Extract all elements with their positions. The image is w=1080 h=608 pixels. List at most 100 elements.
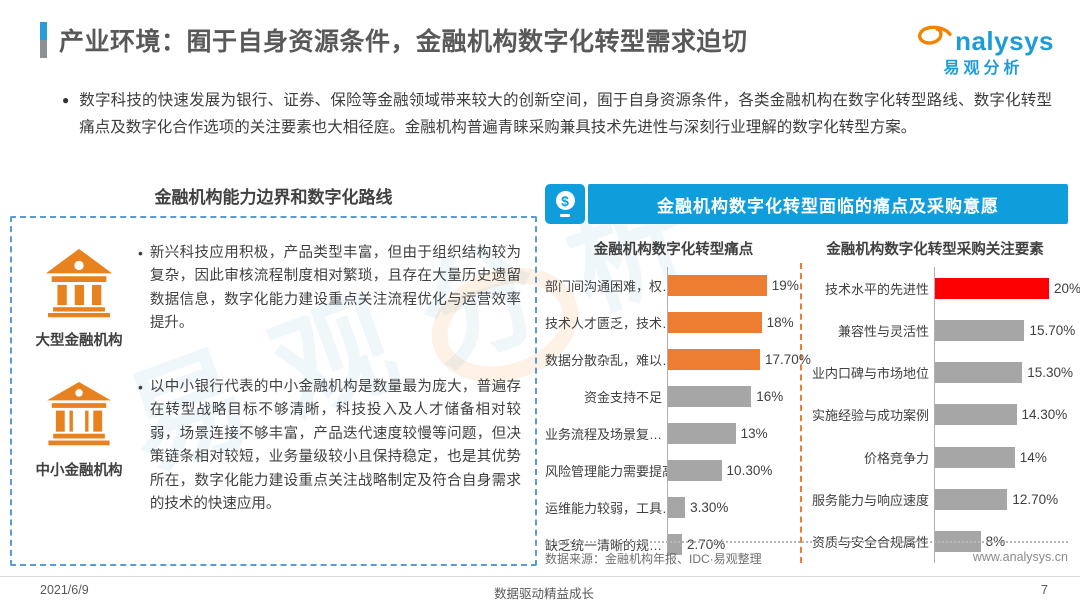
left-panel-box: 大型金融机构 • 新兴科技应用积极，产品类型丰富，但由于组织结构较为复杂，因此审…	[10, 216, 537, 566]
chart-title-painpoints: 金融机构数字化转型痛点	[593, 242, 754, 258]
bar-track: 15.70%	[934, 309, 1076, 352]
page-number: 7	[1041, 583, 1048, 597]
bar-value: 15.30%	[1027, 365, 1073, 381]
bar	[935, 489, 1008, 511]
bar-value: 18%	[766, 315, 794, 330]
bar-row: 数据分散杂乱，难以… 17.70%	[545, 341, 811, 378]
title-accent-bar	[40, 22, 47, 58]
chart-title-purchase-factors: 金融机构数字化转型采购关注要素	[826, 242, 1044, 258]
bar-track: 18%	[667, 304, 798, 341]
analysys-swirl-icon	[913, 24, 955, 58]
bar-row: 服务能力与响应速度 12.70%	[808, 478, 1066, 521]
bar-value: 12.70%	[1012, 492, 1059, 508]
bar	[668, 497, 686, 518]
bar-value: 10.30%	[726, 463, 773, 478]
institution-description: • 新兴科技应用积极，产品类型丰富，但由于组织结构较为复杂，因此审核流程制度相对…	[130, 242, 521, 336]
bar-value: 15.70%	[1029, 322, 1076, 338]
bullet-icon: •	[138, 245, 143, 261]
bar-track: 20%	[934, 267, 1080, 310]
header: 产业环境：囿于自身资源条件，金融机构数字化转型需求迫切 nalysys 易观分析	[40, 22, 1054, 77]
bar	[935, 319, 1025, 341]
institution-row-small: 中小金融机构 • 以中小银行代表的中小金融机构是数量最为庞大，普遍存在转型战略目…	[28, 376, 522, 517]
bar-track: 19%	[667, 267, 799, 304]
charts-area: 金融机构数字化转型痛点 金融机构数字化转型采购关注要素 部门间沟通困难，权… 19…	[545, 232, 1080, 563]
logo-brand-cn: 易观分析	[943, 60, 1024, 77]
bar-value: 13%	[740, 426, 768, 441]
bar-track: 12.70%	[934, 478, 1066, 521]
bar-track: 14%	[934, 436, 1066, 479]
bar-row: 运维能力较弱，工具… 3.30%	[545, 489, 798, 526]
bar-row: 价格竞争力 14%	[808, 436, 1066, 479]
footer: 数据驱动精益成长 2021/6/9 7	[40, 583, 1048, 601]
institution-label: 大型金融机构	[35, 333, 123, 349]
footer-divider	[0, 576, 1080, 577]
bar-value: 3.30%	[690, 500, 729, 515]
bar-row: 兼容性与灵活性 15.70%	[808, 309, 1075, 352]
page-title: 产业环境：囿于自身资源条件，金融机构数字化转型需求迫切	[59, 28, 748, 56]
bar-row: 实施经验与成功案例 14.30%	[808, 393, 1068, 437]
intro-text: 数字科技的快速发展为银行、证券、保险等金融领域带来较大的创新空间，囿于自身资源条…	[79, 92, 1052, 136]
institution-label: 中小金融机构	[35, 463, 123, 479]
bar-value: 16%	[756, 389, 784, 404]
footer-slogan: 数据驱动精益成长	[493, 587, 594, 601]
painpoints-bar-chart: 部门间沟通困难，权… 19% 技术人才匮乏，技术… 18% 数据分散杂乱，难以… 17.7…	[545, 263, 811, 563]
bar-value: 17.70%	[765, 352, 811, 367]
purchase-factors-bar-chart: 技术水平的先进性 20% 兼容性与灵活性 15.70% 业内口碑与市场地位 15.30% 实…	[802, 263, 1080, 563]
bank-large-icon	[42, 248, 116, 322]
bar-row: 资金支持不足 16%	[545, 378, 798, 415]
bar	[668, 312, 762, 333]
bar-value: 14.30%	[1021, 407, 1068, 423]
bar-category-label: 实施经验与成功案例	[811, 408, 929, 424]
bar-category-label: 技术人才匮乏，技术…	[545, 316, 667, 331]
bar-category-label: 运维能力较弱，工具…	[545, 501, 667, 516]
bar-track: 14.30%	[934, 393, 1068, 437]
bar	[935, 404, 1017, 426]
mobile-payment-icon: $	[545, 184, 585, 224]
dollar-icon: $	[555, 191, 575, 210]
bar	[668, 349, 761, 370]
institution-row-large: 大型金融机构 • 新兴科技应用积极，产品类型丰富，但由于组织结构较为复杂，因此审…	[28, 242, 522, 350]
bar-category-label: 业务流程及场景复…	[545, 427, 663, 442]
right-panel-title: 金融机构数字化转型面临的痛点及采购意愿	[588, 184, 1068, 224]
website-link[interactable]: www.analysys.cn	[972, 550, 1068, 564]
bar-category-label: 风险管理能力需要提高	[545, 464, 667, 479]
bar-track: 13%	[667, 415, 798, 452]
source-row: 数据来源：金融机构年报、IDC·易观整理 www.analysys.cn	[545, 541, 1068, 567]
institution-description: • 以中小银行代表的中小金融机构是数量最为庞大，普遍存在转型战略目标不够清晰，科…	[130, 376, 521, 517]
left-panel-title: 金融机构能力边界和数字化路线	[154, 188, 393, 207]
bar	[668, 423, 736, 444]
intro-paragraph: ● 数字科技的快速发展为银行、证券、保险等金融领域带来较大的创新空间，囿于自身资…	[62, 88, 1052, 141]
title-block: 产业环境：囿于自身资源条件，金融机构数字化转型需求迫切	[40, 22, 748, 58]
bar-category-label: 资金支持不足	[583, 390, 662, 405]
bullet-icon: •	[138, 379, 143, 395]
icon-dash	[560, 214, 570, 217]
bar	[668, 275, 767, 296]
footer-date: 2021/6/9	[40, 583, 89, 597]
bar-row: 技术水平的先进性 20%	[808, 267, 1080, 310]
bar-category-label: 价格竞争力	[863, 450, 929, 466]
bar-row: 业务流程及场景复… 13%	[545, 415, 798, 452]
bar-value: 19%	[771, 278, 799, 293]
right-panel-header: $ 金融机构数字化转型面临的痛点及采购意愿	[545, 184, 1068, 224]
bar-track: 2.70%	[667, 526, 798, 563]
bar-track: 17.70%	[667, 341, 811, 378]
bar-category-label: 部门间沟通困难，权…	[545, 279, 667, 294]
bar	[668, 386, 752, 407]
bar-category-label: 数据分散杂乱，难以…	[545, 353, 667, 368]
bar-category-label: 业内口碑与市场地位	[811, 366, 929, 382]
bar-value: 2.70%	[687, 537, 726, 552]
bar-track: 10.30%	[667, 452, 798, 489]
bar	[935, 277, 1049, 299]
bar-row: 部门间沟通困难，权… 19%	[545, 267, 799, 304]
bullet-icon: ●	[62, 93, 70, 107]
bar-category-label: 服务能力与响应速度	[811, 493, 929, 509]
bar-category-label: 兼容性与灵活性	[837, 323, 929, 339]
bar-track: 16%	[667, 378, 798, 415]
bar-category-label: 技术水平的先进性	[824, 281, 929, 297]
data-source: 数据来源：金融机构年报、IDC·易观整理	[545, 552, 762, 566]
bar	[935, 446, 1015, 468]
bar	[935, 362, 1023, 384]
analysys-logo: nalysys 易观分析	[913, 24, 1054, 77]
bar-value: 20%	[1054, 280, 1080, 296]
